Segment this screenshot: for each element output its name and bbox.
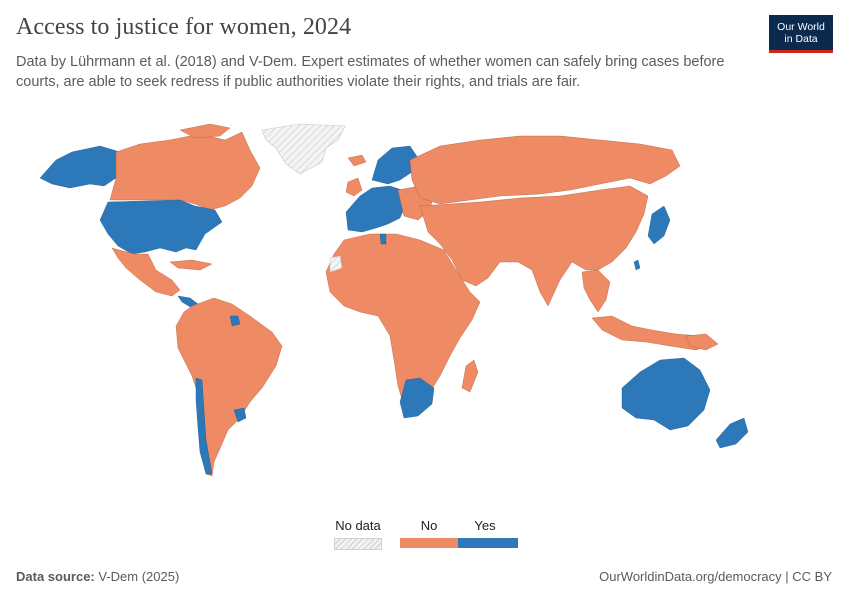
region-canada-islands[interactable] (179, 123, 231, 139)
region-iceland[interactable] (347, 154, 367, 167)
region-tunisia[interactable] (379, 233, 387, 245)
legend-label-no-data: No data (335, 518, 381, 533)
region-russia[interactable] (409, 135, 681, 205)
region-western-sahara[interactable] (329, 255, 343, 273)
region-united-states[interactable] (99, 199, 223, 255)
chart-subtitle: Data by Lührmann et al. (2018) and V-Dem… (16, 54, 725, 90)
region-uk[interactable] (345, 177, 363, 197)
legend-label-no: No (420, 518, 438, 533)
region-mexico[interactable] (111, 247, 181, 297)
region-canada[interactable] (109, 131, 261, 211)
region-southeast-asia[interactable] (581, 269, 611, 313)
map-legend: No data No Yes (334, 518, 524, 552)
legend-label-yes: Yes (474, 518, 496, 533)
legend-swatch-no[interactable] (400, 538, 458, 548)
data-source: Data source: V-Dem (2025) (16, 569, 179, 584)
region-taiwan[interactable] (633, 259, 641, 271)
region-uruguay[interactable] (233, 407, 247, 423)
region-alaska[interactable] (39, 145, 121, 189)
logo-line-1: Our World (777, 21, 825, 33)
region-caribbean[interactable] (169, 259, 213, 271)
region-asia[interactable] (419, 185, 649, 307)
region-japan[interactable] (647, 205, 671, 245)
legend-swatch-no-data[interactable] (334, 538, 382, 550)
region-greenland[interactable] (261, 123, 346, 175)
data-source-value[interactable]: V-Dem (2025) (98, 569, 180, 584)
logo-line-2: in Data (784, 33, 818, 45)
footer-link[interactable]: OurWorldinData.org/democracy | CC BY (599, 569, 832, 584)
region-madagascar[interactable] (461, 359, 479, 393)
owid-logo[interactable]: Our World in Data (769, 15, 833, 53)
data-source-label: Data source: (16, 569, 95, 584)
region-chile[interactable] (195, 377, 213, 475)
legend-swatch-yes[interactable] (458, 538, 518, 548)
region-suriname[interactable] (229, 315, 241, 327)
region-south-africa[interactable] (399, 377, 435, 419)
chart-title: Access to justice for women, 2024 (16, 14, 352, 40)
region-papua-new-guinea[interactable] (685, 333, 719, 351)
region-south-america[interactable] (175, 297, 283, 477)
world-map (39, 123, 749, 477)
region-new-zealand[interactable] (715, 417, 749, 449)
region-australia[interactable] (621, 357, 711, 431)
